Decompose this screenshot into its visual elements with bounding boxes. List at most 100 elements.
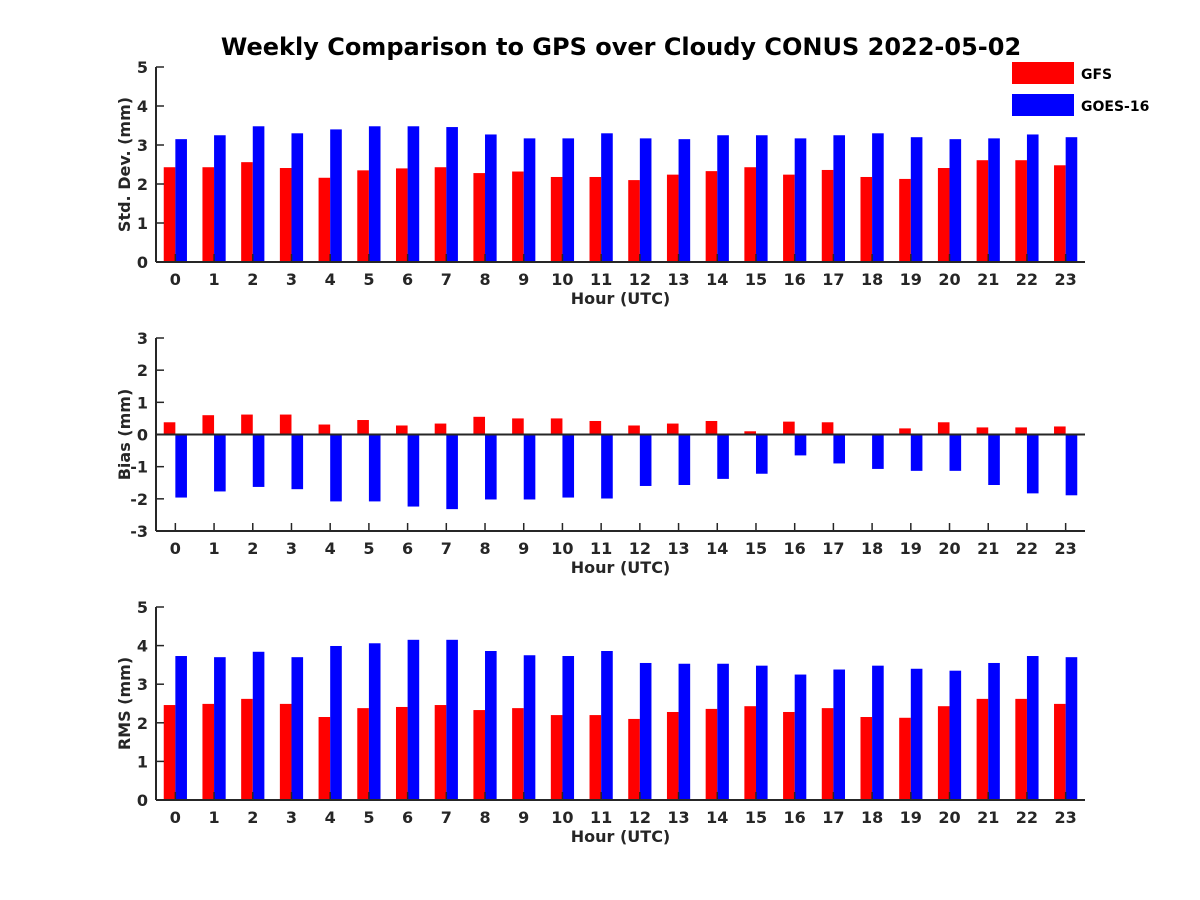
bar-gfs-hour-7 [434,705,447,800]
y-tick-label: 5 [137,598,148,617]
bar-goes-16-hour-11 [601,133,613,262]
bar-goes-16-hour-3 [291,434,304,490]
bar-gfs-hour-5 [357,420,369,435]
bar-gfs-hour-12 [628,425,640,435]
x-tick-label: 14 [706,270,728,289]
bar-goes-16-hour-14 [717,663,729,800]
bar-gfs-hour-0 [163,167,176,262]
y-tick-label: -2 [130,490,148,509]
legend-label: GFS [1081,67,1112,83]
bar-gfs-hour-2 [241,698,253,800]
bar-goes-16-hour-15 [755,434,768,474]
x-tick-label: 9 [518,808,529,827]
bar-goes-16-hour-16 [794,674,807,800]
x-tick-label: 12 [629,808,651,827]
x-tick-label: 0 [170,539,181,558]
bar-goes-16-hour-6 [407,126,420,262]
x-tick-label: 2 [247,270,258,289]
bar-goes-16-hour-3 [291,657,304,800]
x-tick-label: 22 [1016,539,1038,558]
bar-gfs-hour-12 [628,180,640,262]
x-tick-label: 0 [170,808,181,827]
bar-goes-16-hour-5 [368,126,381,262]
x-tick-label: 11 [590,808,612,827]
x-tick-label: 11 [590,539,612,558]
bar-goes-16-hour-18 [872,434,884,469]
bar-goes-16-hour-4 [330,645,342,800]
bar-gfs-hour-11 [589,176,602,262]
bar-gfs-hour-21 [976,698,989,800]
x-tick-label: 22 [1016,270,1038,289]
bar-goes-16-hour-19 [910,137,923,262]
bar-gfs-hour-2 [241,414,253,435]
bar-gfs-hour-23 [1054,165,1066,262]
bar-goes-16-hour-13 [678,663,691,800]
chart-title: Weekly Comparison to GPS over Cloudy CON… [221,33,1021,61]
x-tick-label: 4 [325,539,336,558]
x-tick-label: 21 [977,539,999,558]
x-tick-label: 16 [784,539,806,558]
bar-goes-16-hour-20 [949,139,962,262]
bar-gfs-hour-1 [202,415,215,435]
y-axis-label: Bias (mm) [115,389,134,481]
bar-gfs-hour-10 [550,715,563,800]
x-tick-label: 23 [1055,808,1077,827]
x-tick-label: 16 [784,270,806,289]
bar-goes-16-hour-7 [446,639,458,800]
bar-gfs-hour-7 [434,423,447,435]
bar-gfs-hour-17 [821,422,834,435]
bar-goes-16-hour-23 [1065,434,1078,496]
bar-gfs-hour-22 [1015,160,1027,262]
bar-gfs-hour-11 [589,715,602,800]
bar-gfs-hour-8 [473,173,486,262]
bar-goes-16-hour-19 [910,434,923,471]
bar-gfs-hour-8 [473,710,486,800]
bar-gfs-hour-6 [395,168,408,262]
bar-gfs-hour-4 [318,717,331,800]
bar-gfs-hour-22 [1015,698,1027,800]
x-tick-label: 12 [629,270,651,289]
bar-gfs-hour-9 [512,171,524,262]
bar-goes-16-hour-3 [291,133,304,262]
bar-gfs-hour-17 [821,708,834,800]
bar-gfs-hour-2 [241,162,253,262]
bar-gfs-hour-6 [395,425,408,435]
x-tick-label: 16 [784,808,806,827]
y-tick-label: 1 [137,393,148,412]
x-tick-label: 8 [479,270,490,289]
bar-gfs-hour-8 [473,416,486,435]
legend-swatch [1012,94,1074,116]
bar-goes-16-hour-4 [330,129,342,262]
bar-gfs-hour-20 [937,168,950,262]
y-tick-label: 3 [137,136,148,155]
bar-gfs-hour-3 [279,703,292,800]
bar-goes-16-hour-10 [562,656,575,800]
bar-gfs-hour-3 [279,414,292,435]
x-tick-label: 19 [900,808,922,827]
bar-gfs-hour-1 [202,167,215,262]
bar-goes-16-hour-18 [872,665,884,800]
bar-gfs-hour-16 [783,711,795,800]
bar-gfs-hour-1 [202,703,215,800]
x-axis-label: Hour (UTC) [571,827,671,846]
bar-goes-16-hour-10 [562,138,575,262]
x-tick-label: 15 [745,808,767,827]
y-tick-label: 4 [137,97,148,116]
x-tick-label: 6 [402,270,413,289]
bar-goes-16-hour-11 [601,651,613,800]
x-tick-label: 17 [822,808,844,827]
y-tick-label: 3 [137,675,148,694]
bar-gfs-hour-19 [899,178,911,262]
y-tick-label: 1 [137,214,148,233]
x-tick-label: 4 [325,270,336,289]
bar-gfs-hour-7 [434,167,447,262]
x-tick-label: 4 [325,808,336,827]
x-tick-label: 10 [551,270,573,289]
bar-goes-16-hour-21 [988,662,1000,800]
x-tick-label: 15 [745,270,767,289]
bar-gfs-hour-16 [783,421,795,435]
x-tick-label: 20 [938,808,960,827]
bar-goes-16-hour-20 [949,670,962,800]
x-tick-label: 11 [590,270,612,289]
